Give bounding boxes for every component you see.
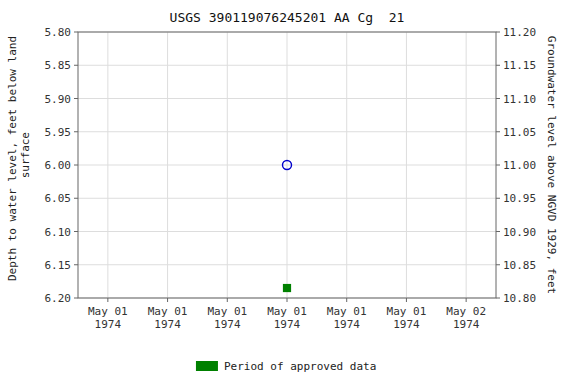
tick xyxy=(74,264,78,265)
point xyxy=(284,285,291,292)
tick xyxy=(287,298,288,302)
x-axis: May 011974 May 011974 May 011974 May 011974… xyxy=(88,298,486,331)
tick-label: 11.20 xyxy=(503,26,536,39)
tick xyxy=(74,231,78,232)
grid xyxy=(78,32,496,298)
point xyxy=(283,161,292,170)
tick-label: May 011974 xyxy=(88,305,128,331)
tick-label: 6.05 xyxy=(45,192,72,205)
legend: Period of approved data xyxy=(196,360,376,373)
tick xyxy=(74,98,78,99)
tick xyxy=(74,198,78,199)
y2-axis: 11.20 11.15 11.10 11.05 11.00 10.95 10.90 10.85… xyxy=(496,26,536,305)
grid-line xyxy=(406,32,407,298)
tick xyxy=(74,32,78,33)
tick-label: 10.95 xyxy=(503,192,536,205)
tick-label: 11.15 xyxy=(503,59,536,72)
grid-line xyxy=(287,32,288,298)
tick xyxy=(74,298,78,299)
tick xyxy=(466,298,467,302)
tick xyxy=(496,98,500,99)
tick-label: May 011974 xyxy=(148,305,188,331)
title: USGS 390119076245201 AA Cg 21 xyxy=(170,10,405,25)
tick-label: May 021974 xyxy=(446,305,486,331)
tick-label: 10.80 xyxy=(503,292,536,305)
grid-line xyxy=(227,32,228,298)
tick xyxy=(346,298,347,302)
plot-frame xyxy=(78,32,496,298)
tick-label: 5.90 xyxy=(45,93,72,106)
tick-label: May 011974 xyxy=(327,305,367,331)
chart: 5.80 5.85 5.90 5.95 6.00 6.05 6.10 6.15 6.20 11.2… xyxy=(0,0,576,384)
tick xyxy=(107,298,108,302)
tick-label: May 011974 xyxy=(267,305,307,331)
tick-label: 5.80 xyxy=(45,26,72,39)
tick-label: 11.10 xyxy=(503,93,536,106)
tick-label: May 011974 xyxy=(207,305,247,331)
y2-axis-label: Groundwater level above NGVD 1929, feet xyxy=(545,36,558,294)
legend-swatch xyxy=(196,361,218,371)
tick-label: 6.10 xyxy=(45,226,72,239)
tick-label: 6.15 xyxy=(45,259,72,272)
tick xyxy=(496,298,500,299)
tick xyxy=(496,165,500,166)
legend-label: Period of approved data xyxy=(224,360,376,373)
tick-label: May 011974 xyxy=(387,305,427,331)
tick xyxy=(167,298,168,302)
tick xyxy=(496,65,500,66)
tick-label: 10.90 xyxy=(503,226,536,239)
tick xyxy=(227,298,228,302)
grid-line xyxy=(346,32,347,298)
tick-label: 11.05 xyxy=(503,126,536,139)
grid-line xyxy=(167,32,168,298)
grid-line xyxy=(466,32,467,298)
tick xyxy=(406,298,407,302)
tick xyxy=(496,32,500,33)
tick xyxy=(74,65,78,66)
tick xyxy=(496,198,500,199)
y-axis-label: Depth to water level, feet below land su… xyxy=(6,36,32,281)
tick-label: 5.85 xyxy=(45,59,72,72)
tick xyxy=(74,131,78,132)
tick-label: 11.00 xyxy=(503,159,536,172)
grid-line xyxy=(107,32,108,298)
tick-label: 6.20 xyxy=(45,292,72,305)
tick-label: 6.00 xyxy=(45,159,72,172)
marks xyxy=(283,161,292,292)
tick xyxy=(496,131,500,132)
tick-label: 10.85 xyxy=(503,259,536,272)
tick-label: 5.95 xyxy=(45,126,72,139)
tick xyxy=(496,231,500,232)
y-axis: 5.80 5.85 5.90 5.95 6.00 6.05 6.10 6.15 6.20 xyxy=(45,26,79,305)
tick xyxy=(496,264,500,265)
tick xyxy=(74,165,78,166)
